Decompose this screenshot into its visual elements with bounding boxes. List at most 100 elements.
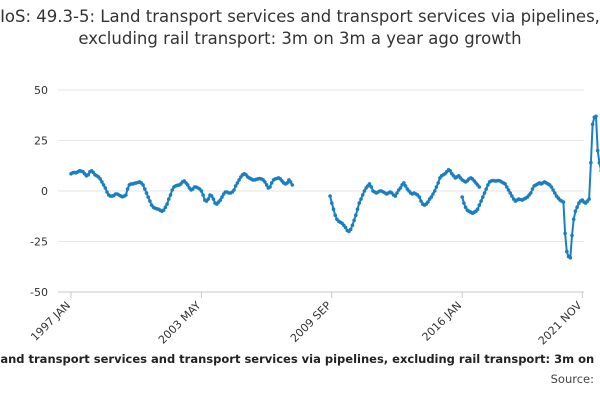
- data-point: [482, 191, 487, 195]
- data-point: [290, 183, 295, 187]
- data-point: [508, 191, 512, 195]
- data-point: [354, 213, 358, 217]
- data-point: [86, 173, 90, 177]
- data-point: [505, 185, 509, 189]
- data-point: [357, 201, 362, 205]
- data-point: [486, 183, 490, 187]
- x-tick-label: 2009 SEP: [288, 299, 334, 345]
- data-point: [551, 188, 555, 192]
- data-point: [589, 160, 593, 165]
- x-axis: 1997 JAN 2003 MAY 2009 SEP 2016 JAN 2021 NOV: [28, 291, 585, 348]
- data-point: [101, 183, 106, 187]
- data-point: [144, 191, 149, 195]
- data-point: [419, 199, 423, 203]
- gridlines: [58, 89, 584, 293]
- data-point: [209, 194, 214, 198]
- y-axis-ticks: 50 25 0 -25 -50: [30, 84, 48, 299]
- data-point: [475, 207, 480, 211]
- data-point: [143, 187, 147, 191]
- data-point: [165, 202, 169, 206]
- data-point: [529, 191, 533, 195]
- data-point: [237, 178, 241, 182]
- data-point: [355, 207, 360, 211]
- data-point: [462, 201, 466, 205]
- data-point: [288, 180, 293, 184]
- y-tick-label: -25: [30, 236, 48, 249]
- data-point: [330, 201, 334, 205]
- data-point: [402, 181, 406, 185]
- data-point: [343, 225, 348, 230]
- data-point: [360, 193, 365, 197]
- data-point: [463, 205, 468, 209]
- data-point: [477, 185, 482, 189]
- data-point: [331, 207, 336, 211]
- x-tick-label: 2021 NOV: [536, 299, 585, 348]
- data-point: [233, 184, 238, 188]
- data-point: [362, 189, 367, 193]
- data-point: [477, 203, 482, 207]
- data-point: [587, 197, 591, 201]
- data-point: [206, 197, 211, 201]
- data-point: [597, 160, 600, 165]
- data-point: [481, 195, 485, 199]
- source-label: Source:: [550, 372, 594, 386]
- chart-title: IoS: 49.3-5: Land transport services and…: [0, 7, 600, 48]
- data-point: [264, 183, 269, 187]
- x-tick-label: 2003 MAY: [156, 299, 204, 347]
- data-point: [218, 198, 223, 202]
- data-point: [199, 189, 204, 193]
- series-line: [329, 168, 481, 233]
- data-point: [565, 249, 569, 254]
- data-point: [510, 194, 514, 198]
- data-point: [170, 188, 174, 192]
- data-point: [395, 191, 399, 195]
- data-point: [235, 181, 240, 185]
- series-line: [461, 115, 600, 259]
- y-tick-label: -50: [30, 286, 48, 299]
- data-point: [398, 186, 403, 190]
- data-point: [434, 185, 439, 189]
- data-point: [460, 195, 465, 199]
- data-point: [503, 182, 507, 186]
- data-point: [105, 190, 109, 194]
- data-point: [220, 195, 224, 199]
- data-point: [448, 169, 453, 173]
- data-point: [161, 208, 166, 212]
- data-point: [369, 185, 374, 189]
- data-series: [69, 114, 600, 260]
- data-point: [348, 227, 353, 232]
- data-point: [426, 200, 430, 204]
- data-point: [563, 231, 567, 236]
- y-tick-label: 0: [41, 185, 48, 198]
- data-point: [436, 181, 441, 185]
- data-point: [553, 191, 557, 195]
- data-point: [163, 205, 168, 209]
- data-point: [484, 187, 489, 191]
- data-point: [431, 192, 435, 196]
- chart-caption: Land transport services and transport se…: [0, 352, 595, 366]
- data-point: [263, 180, 267, 184]
- data-point: [432, 189, 437, 193]
- data-point: [359, 197, 363, 201]
- data-point: [167, 197, 171, 201]
- data-point: [573, 209, 578, 213]
- data-point: [185, 183, 190, 187]
- data-point: [575, 205, 579, 209]
- data-point: [594, 114, 598, 119]
- data-point: [98, 177, 102, 181]
- data-point: [571, 217, 576, 222]
- data-point: [568, 255, 573, 260]
- data-point: [429, 195, 434, 199]
- data-point: [268, 185, 272, 189]
- data-point: [350, 223, 355, 228]
- data-point: [595, 148, 600, 153]
- data-point: [561, 200, 566, 204]
- data-point: [100, 180, 104, 184]
- data-point: [506, 188, 511, 192]
- y-tick-label: 50: [34, 84, 48, 97]
- x-tick-label: 1997 JAN: [28, 299, 73, 344]
- data-point: [417, 195, 422, 199]
- data-point: [352, 218, 356, 223]
- data-point: [124, 193, 128, 197]
